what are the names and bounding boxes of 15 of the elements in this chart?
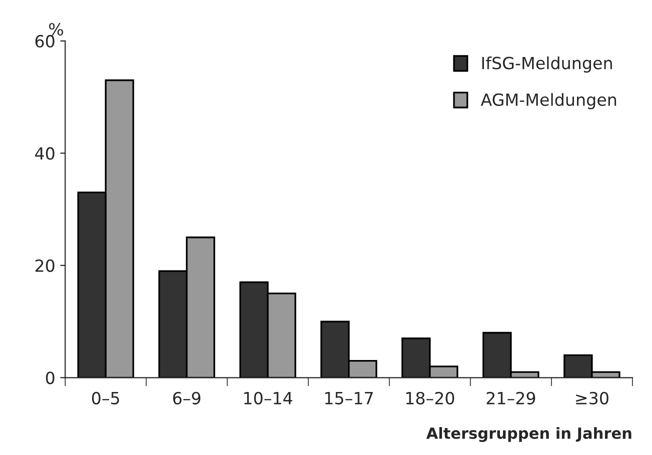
y-axis-title: % — [49, 23, 64, 36]
legend-label: IfSG-Meldungen — [482, 56, 612, 73]
x-tick-label: ≥30 — [576, 392, 608, 404]
x-tick-label: 10–14 — [244, 392, 292, 404]
y-tick-label: 20 — [35, 259, 54, 272]
y-tick-label: 60 — [35, 34, 54, 48]
x-tick-label: 15–17 — [325, 392, 373, 404]
x-tick-label: 0–5 — [92, 392, 120, 404]
legend-label: AGM-Meldungen — [480, 93, 616, 110]
x-tick-label: 21–29 — [486, 392, 536, 404]
y-tick-label: 0 — [46, 372, 54, 384]
x-tick-label: 6–9 — [173, 392, 200, 404]
y-tick-label: 40 — [35, 147, 54, 160]
x-tick-label: 18–20 — [406, 392, 454, 404]
x-axis-title: Altersgruppen in Jahren — [426, 427, 632, 442]
